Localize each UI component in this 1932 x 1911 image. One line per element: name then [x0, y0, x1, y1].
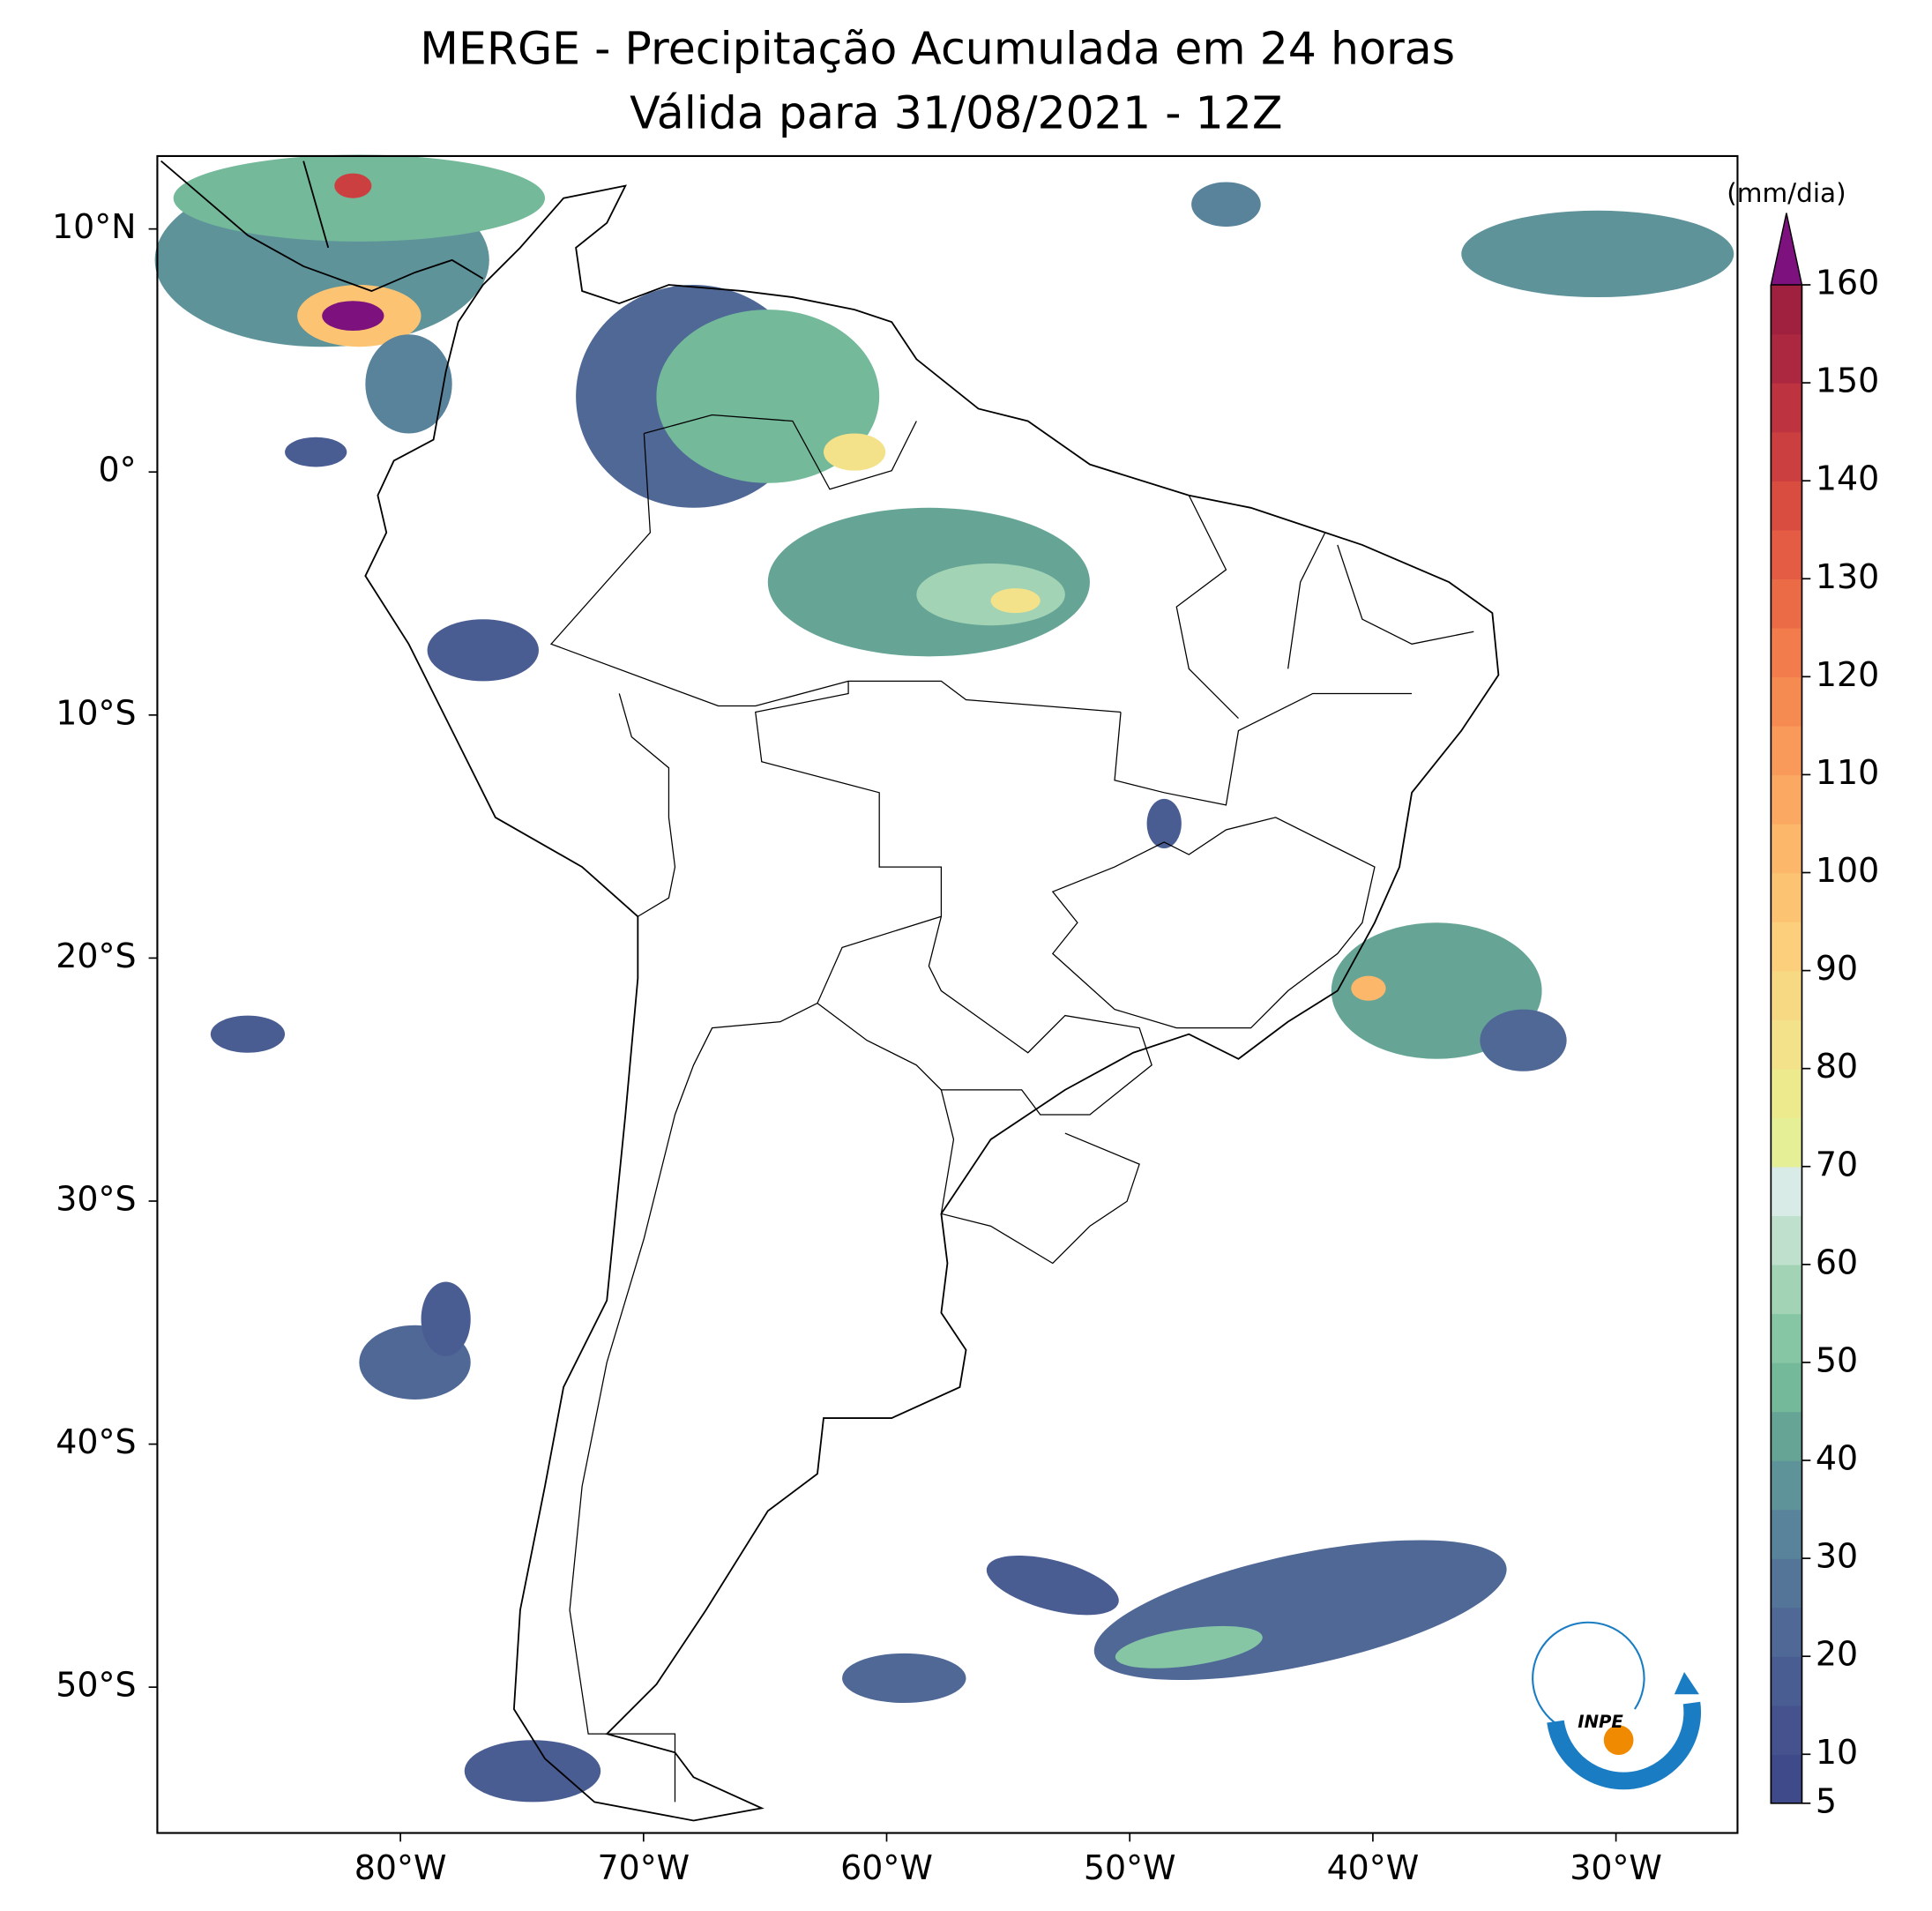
x-tick-label: 70°W [597, 1848, 690, 1887]
logo: INPE [1532, 1621, 1701, 1790]
colorbar-band [1771, 1558, 1802, 1609]
colorbar-band [1771, 970, 1802, 1020]
colorbar-tick-label: 30 [1816, 1537, 1858, 1576]
colorbar-band [1771, 481, 1802, 531]
logo-text: INPE [1578, 1712, 1623, 1732]
y-tick-label: 50°S [56, 1666, 136, 1705]
colorbar-band [1771, 1607, 1802, 1657]
colorbar-tick-label: 80 [1816, 1047, 1858, 1086]
y-tick-label: 40°S [56, 1422, 136, 1461]
colorbar-band [1771, 1215, 1802, 1265]
colorbar-band [1771, 431, 1802, 481]
colorbar-label: (mm/dia) [1727, 178, 1846, 208]
logo-arrow [1674, 1671, 1699, 1695]
colorbar-tick-label: 90 [1816, 949, 1858, 988]
logo-orbit [1532, 1621, 1645, 1729]
colorbar-tick-label: 20 [1816, 1635, 1858, 1674]
colorbar-band [1771, 285, 1802, 335]
colorbar-band [1771, 1264, 1802, 1315]
x-tick-label: 60°W [840, 1848, 933, 1887]
y-tick-label: 10°S [56, 693, 136, 732]
colorbar-tick-label: 130 [1816, 557, 1879, 596]
coastlines [160, 160, 1500, 1822]
colorbar-band [1771, 1166, 1802, 1217]
colorbar-tick-label: 70 [1816, 1145, 1858, 1183]
chart-subtitle: Válida para 31/08/2021 - 12Z [630, 87, 1282, 139]
colorbar-tick-label: 10 [1816, 1733, 1858, 1772]
colorbar-band [1771, 725, 1802, 776]
colorbar-tick-label: 140 [1816, 459, 1879, 498]
map-frame [156, 154, 1739, 1834]
colorbar-band [1771, 872, 1802, 922]
colorbar-tick-label: 120 [1816, 655, 1879, 694]
colorbar-band [1771, 1656, 1802, 1706]
colorbar-band [1771, 676, 1802, 727]
colorbar-band [1771, 774, 1802, 825]
colorbar-band [1771, 529, 1802, 579]
logo-arc [1547, 1701, 1701, 1790]
colorbar-tick-label: 150 [1816, 362, 1879, 400]
precipitation-field [154, 154, 1734, 1803]
colorbar-band [1771, 1460, 1802, 1511]
colorbar-extend [1770, 213, 1803, 286]
x-tick-label: 80°W [354, 1848, 447, 1887]
borders [549, 414, 1474, 1803]
colorbar-band [1771, 1068, 1802, 1118]
colorbar-band [1771, 1313, 1802, 1363]
colorbar-band [1771, 627, 1802, 678]
colorbar-band [1771, 1019, 1802, 1070]
colorbar-band [1771, 1509, 1802, 1559]
y-tick-label: 0° [98, 451, 136, 489]
colorbar-tick-label: 110 [1816, 753, 1879, 792]
logo-sun [1603, 1725, 1634, 1756]
x-tick-label: 40°W [1327, 1848, 1420, 1887]
colorbar-band [1771, 922, 1802, 972]
colorbar-band [1771, 1117, 1802, 1168]
y-tick-label: 30°S [56, 1179, 136, 1218]
colorbar-band [1771, 383, 1802, 433]
x-tick-label: 50°W [1084, 1848, 1176, 1887]
colorbar-tick-label: 60 [1816, 1243, 1858, 1281]
y-tick-label: 10°N [52, 207, 137, 246]
colorbar-band [1771, 333, 1802, 384]
colorbar-tick-label: 160 [1816, 264, 1879, 302]
colorbar-frame [1770, 285, 1803, 1804]
colorbar-tick-label: 50 [1816, 1340, 1858, 1379]
chart-title: MERGE - Precipitação Acumulada em 24 hor… [420, 22, 1455, 74]
colorbar-band [1771, 1705, 1802, 1755]
colorbar-band [1771, 1411, 1802, 1461]
colorbar-band [1771, 579, 1802, 629]
colorbar-tick-label: 100 [1816, 851, 1879, 890]
colorbar-band [1771, 1754, 1802, 1804]
y-tick-label: 20°S [56, 937, 136, 975]
colorbar-band [1771, 1362, 1802, 1413]
x-tick-label: 30°W [1570, 1848, 1662, 1887]
colorbar-tick-label: 5 [1816, 1781, 1837, 1820]
colorbar-band [1771, 823, 1802, 874]
colorbar-tick-label: 40 [1816, 1439, 1858, 1478]
